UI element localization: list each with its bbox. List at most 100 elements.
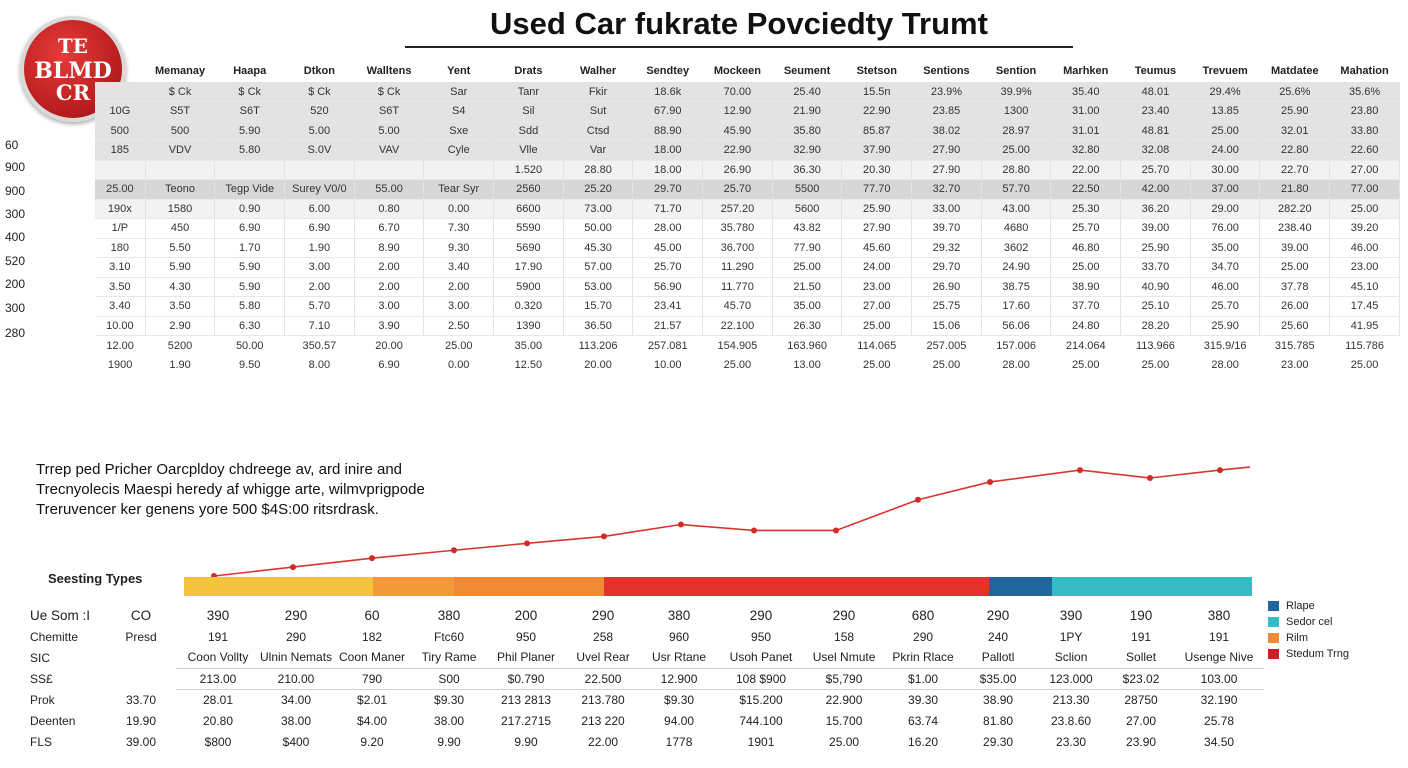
- bottom-data-table: Ue Som :I CO 390 290 60 380 200 290 380 290 290 680…: [20, 604, 1265, 752]
- table-cell: Sil: [493, 101, 564, 122]
- table-cell: 38.02: [911, 121, 982, 141]
- table-cell: 25.90: [1259, 101, 1331, 122]
- table-cell: 22.60: [1329, 140, 1400, 161]
- table-cell: 290: [832, 607, 856, 623]
- table-cell: Uvel Rear: [566, 647, 641, 669]
- table-cell: 5.00: [284, 121, 355, 141]
- table-cell: 35.00: [1190, 238, 1261, 258]
- table-cell: 9.90: [514, 734, 538, 749]
- table-row: 25.00 Teono Tegp Vide Surey V0/0 55.00 Tear S…: [95, 179, 1400, 200]
- table-cell: 25.00: [1072, 358, 1100, 371]
- table-cell: 23.85: [911, 101, 982, 122]
- table-cell: 20.30: [841, 160, 913, 180]
- table-cell: 15.06: [911, 316, 982, 336]
- table-cell: 1.90: [284, 238, 355, 258]
- table-cell: Sclion: [1034, 647, 1109, 669]
- table-cell: Sar: [423, 82, 495, 102]
- table-cell: 34.50: [1204, 734, 1235, 749]
- table-cell: 34.00: [281, 692, 312, 707]
- table-row: Prok 33.70 28.01 34.00 $2.01 $9.30 213 2813 213…: [20, 689, 1264, 710]
- table-cell: 25.70: [702, 179, 773, 200]
- data-point: [369, 555, 375, 562]
- table-cell: 113.206: [578, 339, 618, 352]
- table-cell: [145, 160, 216, 180]
- table-cell: Tear Syr: [423, 179, 495, 200]
- table-cell: 23.30: [1056, 734, 1087, 749]
- table-cell: 39.00: [1259, 238, 1331, 258]
- table-cell: 36.50: [563, 316, 634, 336]
- table-cell: 23.41: [632, 296, 704, 317]
- table-cell: 500: [95, 121, 146, 141]
- table-cell: 32.08: [1120, 140, 1191, 161]
- table-cell: 1901: [747, 734, 775, 749]
- table-row: 3.50 4.30 5.90 2.00 2.00 2.00 5900 53.00 56.90 11…: [95, 277, 1400, 297]
- table-cell: 13.85: [1190, 101, 1261, 122]
- table-cell: 4.30: [145, 277, 216, 297]
- table-cell: 5.90: [145, 257, 216, 278]
- table-cell: 35.00: [514, 339, 543, 352]
- band-segment: [184, 577, 373, 596]
- table-cell: 20.00: [584, 358, 612, 371]
- table-cell: 28.00: [632, 218, 704, 239]
- table-cell: $2.01: [357, 692, 388, 707]
- table-header-cell: Teumus: [1134, 65, 1177, 77]
- table-cell: 25.75: [911, 296, 982, 317]
- table-cell: 103.00: [1174, 668, 1265, 690]
- table-cell: 380: [1207, 607, 1231, 623]
- table-cell: 180: [95, 238, 146, 258]
- table-cell: 5900: [493, 277, 564, 297]
- table-cell: Ftc60: [434, 629, 465, 644]
- table-cell: $4.00: [357, 713, 388, 728]
- table-cell: Pkrin Rlace: [884, 647, 963, 669]
- table-cell: 6.70: [354, 218, 425, 239]
- table-cell: 3.40: [423, 257, 495, 278]
- table-cell: 258: [593, 629, 614, 644]
- table-cell: 27.90: [911, 160, 982, 180]
- table-row: Deenten 19.90 20.80 38.00 $4.00 38.00 217.2715…: [20, 710, 1264, 731]
- description-line: Trrep ped Pricher Oarcpldoy chdreege av,…: [36, 461, 403, 478]
- table-cell: 123.000: [1034, 668, 1109, 690]
- table-cell: Coon Maner: [332, 647, 413, 669]
- table-cell: 10.00: [95, 316, 146, 336]
- table-cell: 18.6k: [632, 82, 704, 102]
- table-cell: 25.70: [1190, 296, 1261, 317]
- table-cell: 6.90: [378, 358, 400, 371]
- table-cell: 2.50: [423, 316, 495, 336]
- table-cell: 5.90: [214, 121, 286, 141]
- row-label: SIC: [30, 650, 51, 665]
- data-point: [1217, 467, 1223, 474]
- table-cell: 39.20: [1329, 218, 1400, 239]
- table-cell: 29.30: [983, 734, 1014, 749]
- table-cell: 158: [834, 629, 855, 644]
- brand-logo: TE BLMD CR: [20, 16, 126, 122]
- table-cell: 15.70: [563, 296, 634, 317]
- table-row: SIC Coon Vollty Ulnin Nemats Coon Maner Tiry…: [20, 647, 1265, 669]
- row-label: Chemitte: [30, 629, 79, 644]
- table-cell: 1300: [981, 101, 1052, 122]
- data-point: [751, 527, 757, 534]
- table-cell: 25.00: [1329, 199, 1400, 219]
- table-header-cell: Haapa: [233, 65, 267, 77]
- top-data-table: Memanay Haapa Dtkon Walltens Yent Drats Walher…: [95, 60, 1400, 375]
- band-segment: [373, 577, 454, 596]
- table-cell: Pallotl: [962, 647, 1035, 669]
- table-cell: 56.06: [981, 316, 1052, 336]
- table-cell: 21.90: [772, 101, 843, 122]
- table-cell: 238.40: [1259, 218, 1331, 239]
- table-cell: 5.90: [214, 277, 286, 297]
- table-cell: 10G: [95, 101, 146, 122]
- table-cell: 26.30: [772, 316, 843, 336]
- left-axis-label: 300: [5, 301, 26, 315]
- type-color-band: [184, 577, 1252, 596]
- table-cell: 32.90: [772, 140, 843, 161]
- table-cell: 25.10: [1120, 296, 1191, 317]
- table-cell: [95, 160, 146, 180]
- table-cell: 1778: [665, 734, 693, 749]
- table-cell: 25.70: [1120, 160, 1191, 180]
- table-cell: 77.70: [841, 179, 913, 200]
- table-cell: 23.00: [1281, 358, 1309, 371]
- table-cell: 213.30: [1052, 692, 1090, 707]
- table-cell: 26.90: [702, 160, 773, 180]
- table-cell: 18.00: [632, 160, 704, 180]
- table-cell: 63.74: [908, 713, 939, 728]
